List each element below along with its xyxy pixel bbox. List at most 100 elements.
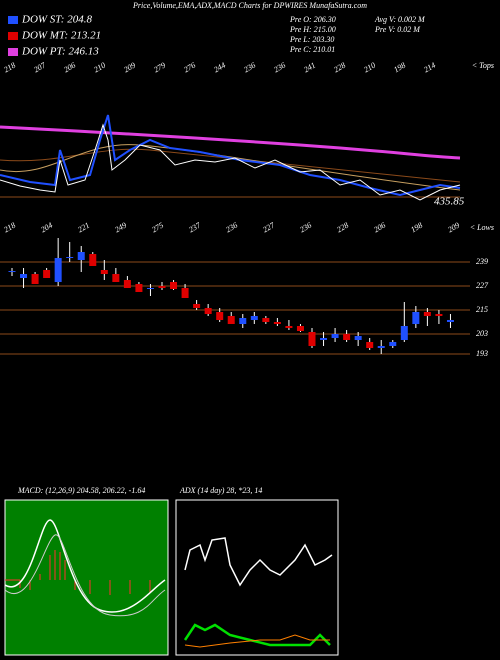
top-label: 236 (272, 61, 287, 75)
chart-title: Price,Volume,EMA,ADX,MACD Charts for DPW… (132, 1, 367, 10)
candle-body (77, 252, 85, 260)
candle-body (239, 318, 247, 324)
side-label: < Lows (470, 223, 494, 232)
top-label: 279 (152, 61, 167, 75)
candle-body (320, 338, 328, 340)
candle-body (20, 274, 28, 278)
candle-body (446, 319, 454, 322)
top-label: 244 (212, 61, 227, 75)
macd-line (4, 519, 166, 613)
candle-body (400, 326, 408, 340)
candle-body (285, 326, 293, 328)
adx-line (184, 537, 333, 587)
candle-body (193, 304, 201, 308)
top-label: 218 (2, 61, 17, 75)
candle-body (354, 336, 362, 340)
ema-mid (0, 144, 461, 191)
adx-panel (175, 499, 339, 656)
candle-body (377, 346, 385, 348)
candle-body (158, 286, 166, 288)
ema-long (0, 148, 461, 183)
candle-body (43, 270, 51, 278)
level-label: 239 (476, 257, 488, 266)
top-label: 236 (242, 61, 257, 75)
top-label: 210 (362, 61, 377, 75)
top-label: 207 (32, 60, 48, 74)
stat: Avg V: 0.002 M (374, 15, 426, 24)
top-label: 209 (122, 61, 137, 75)
top-label: 241 (302, 61, 317, 75)
candle-body (412, 312, 420, 324)
stat: Pre C: 210.01 (289, 45, 335, 54)
low-label: 198 (409, 221, 424, 235)
level-label: 227 (476, 281, 489, 290)
candle-body (89, 254, 97, 266)
legend-label: DOW ST: 204.8 (21, 14, 92, 26)
level-label: 193 (476, 349, 488, 358)
candle-body (66, 257, 74, 258)
candle-body (366, 342, 374, 348)
ema-st (0, 114, 461, 197)
legend-label: DOW PT: 246.13 (21, 46, 99, 58)
level-label: 215 (476, 305, 488, 314)
macd-label: MACD: (12,26,9) 204.58, 206.22, -1.64 (17, 486, 145, 495)
candle-body (389, 342, 397, 346)
candle-body (216, 312, 224, 320)
candle-body (123, 280, 131, 288)
stat: Pre L: 203.30 (289, 35, 334, 44)
legend-swatch (8, 16, 18, 24)
ema-pt (0, 125, 461, 160)
adx-label: ADX (14 day) 28, *23, 14 (179, 486, 262, 495)
low-label: 209 (446, 221, 461, 235)
candle-body (170, 282, 178, 289)
low-label: 275 (150, 221, 165, 235)
legend-swatch (8, 48, 18, 56)
candle-body (31, 274, 39, 284)
top-label: 214 (422, 61, 437, 75)
legend-swatch (8, 32, 18, 40)
candle-body (423, 312, 431, 316)
di-plus (183, 623, 331, 647)
candle-body (250, 316, 258, 320)
di-minus (184, 634, 330, 648)
candle-body (331, 334, 339, 338)
candle-body (262, 318, 270, 322)
macd-hist (5, 550, 151, 595)
candle-body (296, 326, 304, 331)
value-label: 435.85 (434, 196, 465, 208)
candle-body (112, 274, 120, 282)
candle-body (8, 271, 16, 272)
candle-body (435, 314, 443, 316)
top-label: 228 (332, 61, 347, 75)
candle-body (135, 284, 143, 292)
candle-body (181, 288, 189, 298)
candle-body (343, 334, 351, 340)
candle-body (273, 322, 281, 324)
top-label: 206 (62, 61, 77, 75)
signal-line (4, 534, 166, 617)
low-label: 218 (2, 221, 17, 235)
top-label: 210 (92, 61, 107, 75)
low-label: 204 (39, 221, 54, 235)
low-label: 228 (335, 221, 350, 235)
macd-panel (4, 499, 169, 656)
stat: Pre H: 215.00 (289, 25, 336, 34)
candle-body (308, 332, 316, 346)
top-label: 198 (392, 61, 407, 75)
candle-body (204, 308, 212, 314)
low-label: 206 (372, 221, 387, 235)
side-label: < Tops (472, 61, 494, 70)
low-label: 237 (187, 220, 203, 234)
stat: Pre O: 206.30 (289, 15, 336, 24)
low-label: 236 (298, 221, 313, 235)
candle-body (227, 316, 235, 324)
level-label: 203 (476, 329, 488, 338)
candle-body (54, 258, 62, 282)
candle-body (100, 270, 108, 274)
price-line (0, 123, 461, 201)
candle-body (146, 288, 154, 289)
legend-label: DOW MT: 213.21 (21, 30, 101, 42)
low-label: 236 (224, 221, 239, 235)
low-label: 221 (76, 221, 91, 235)
